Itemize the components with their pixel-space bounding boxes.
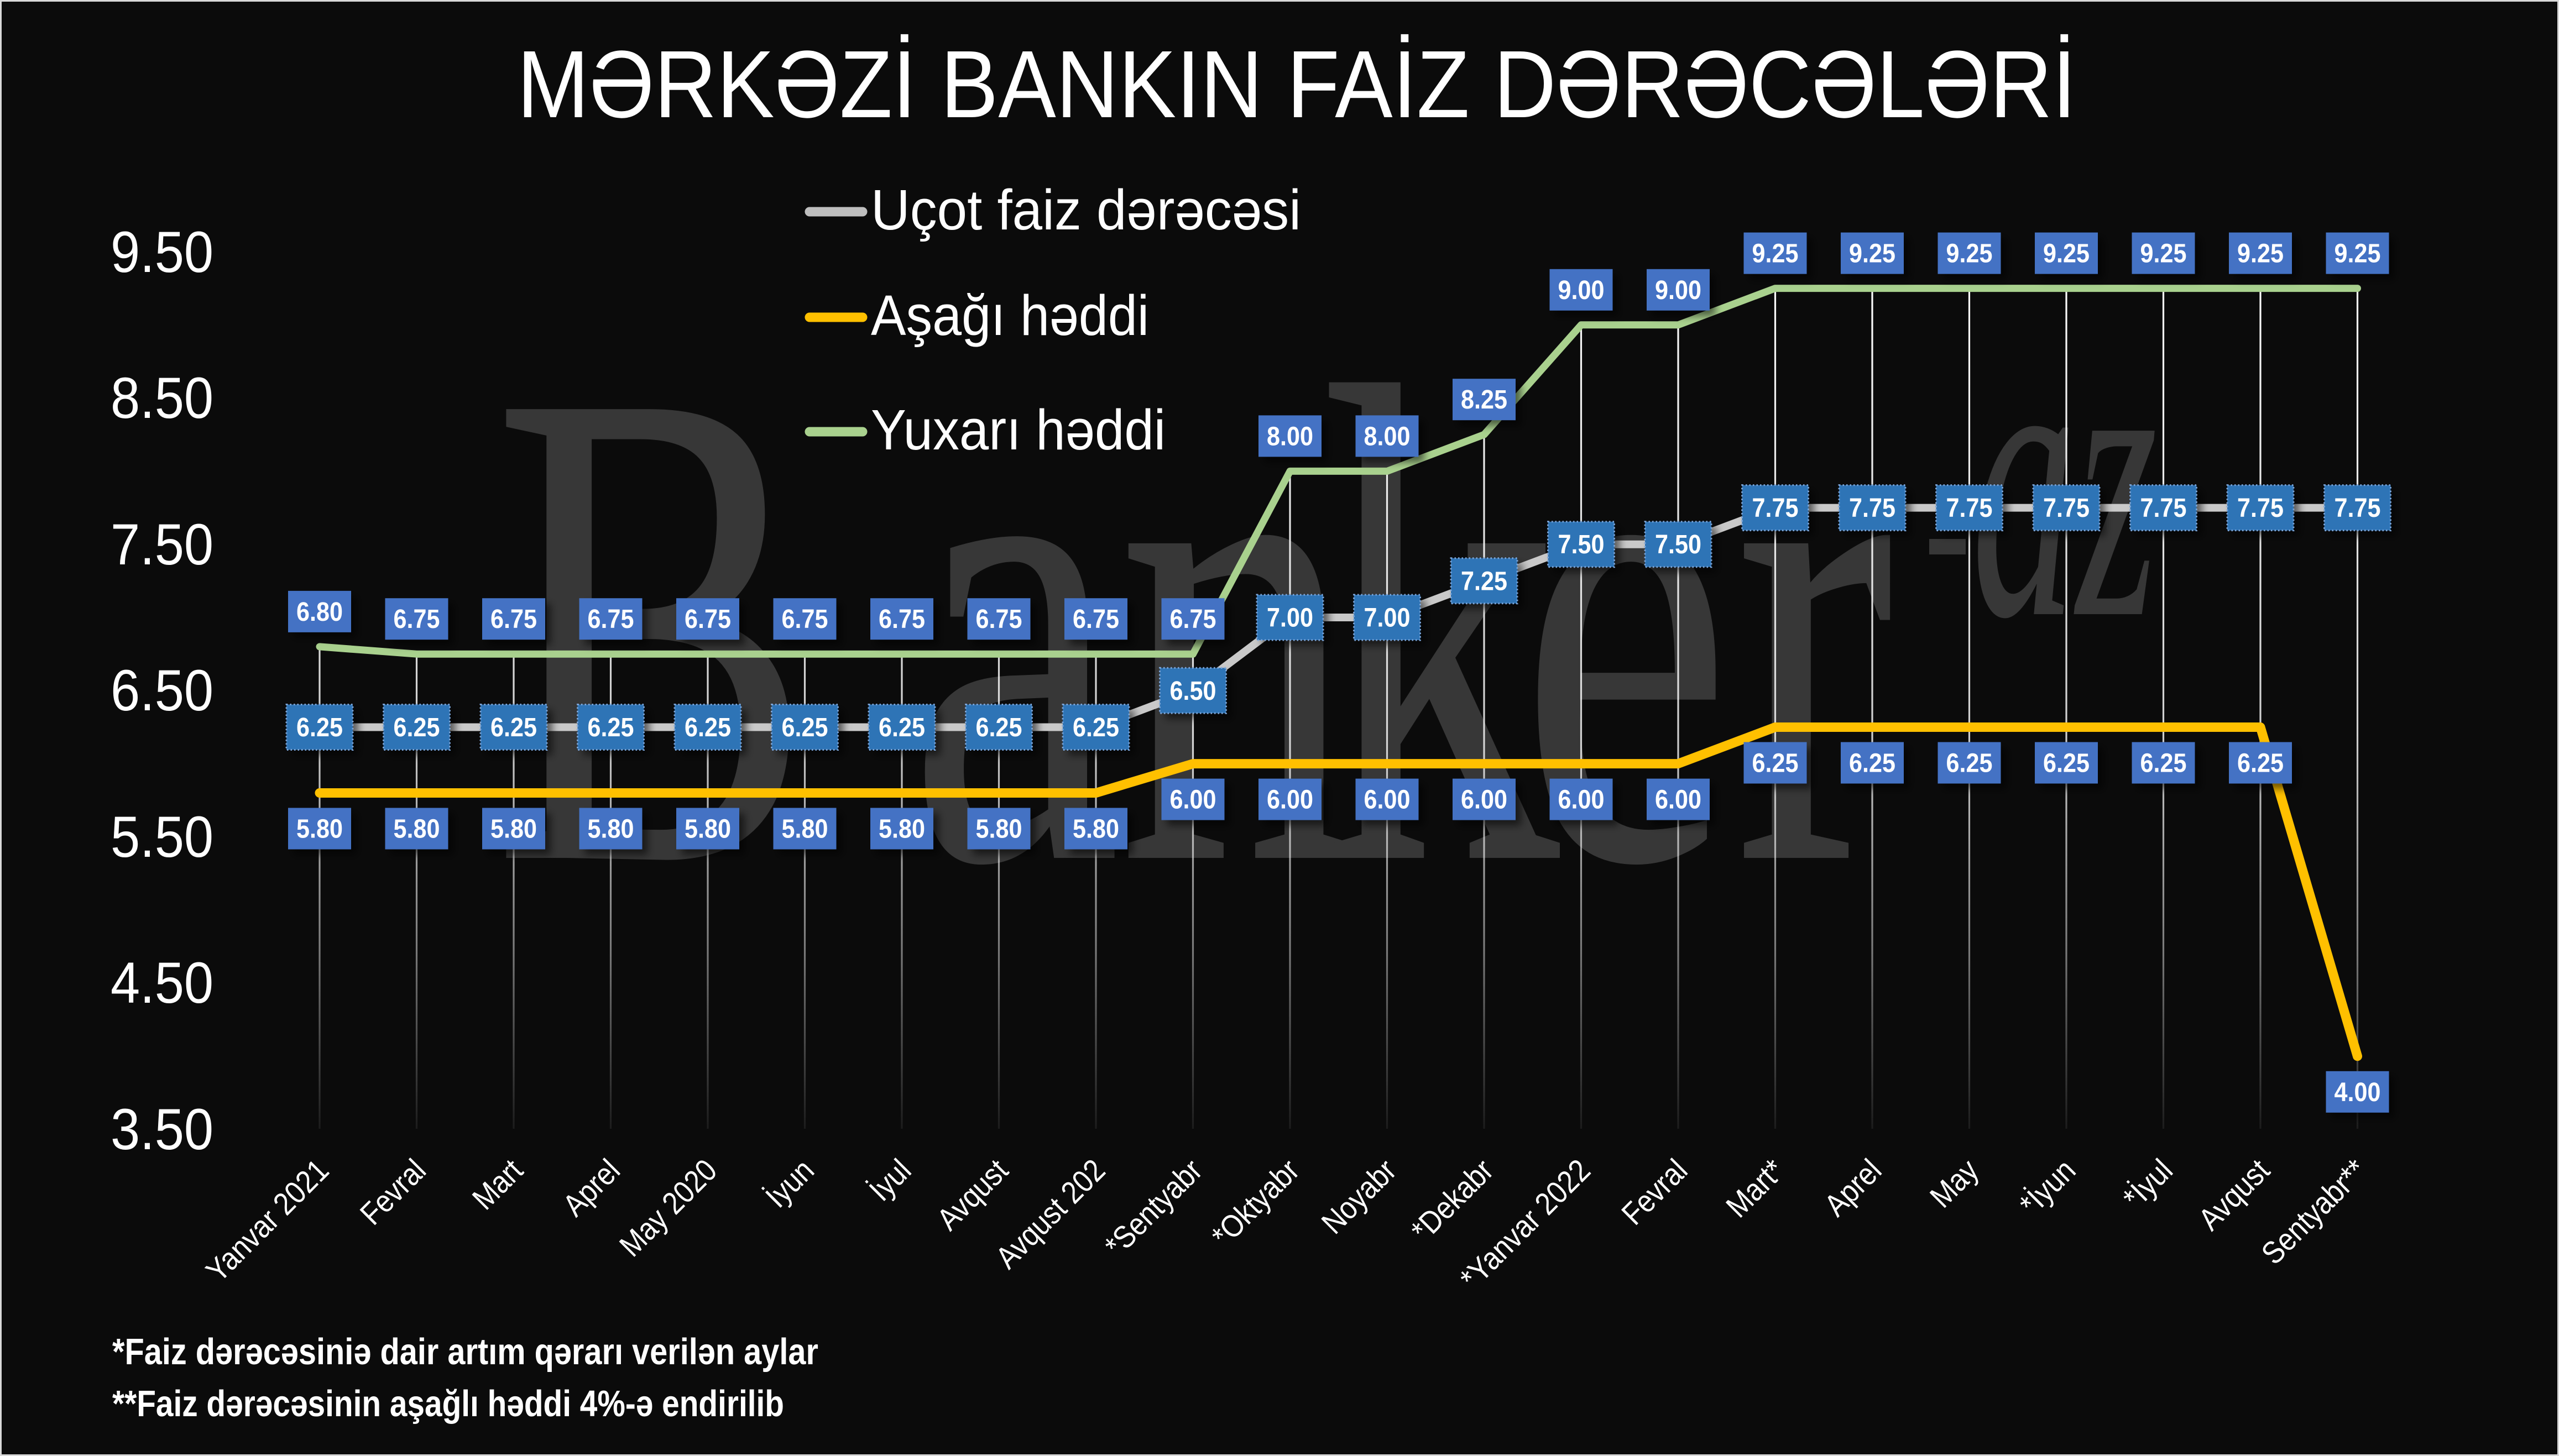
svg-text:4.00: 4.00: [2335, 1078, 2381, 1107]
svg-text:6.25: 6.25: [782, 713, 828, 742]
svg-text:6.00: 6.00: [1170, 785, 1216, 815]
svg-text:6.25: 6.25: [588, 713, 634, 742]
svg-text:6.75: 6.75: [976, 605, 1022, 634]
svg-text:6.75: 6.75: [1170, 605, 1216, 634]
svg-text:7.75: 7.75: [1752, 494, 1799, 523]
svg-text:*Faiz dərəcəsiniə dair artım q: *Faiz dərəcəsiniə dair artım qərarı veri…: [112, 1331, 818, 1373]
svg-text:6.00: 6.00: [1267, 785, 1313, 815]
svg-text:6.25: 6.25: [1946, 749, 1993, 778]
svg-text:7.75: 7.75: [2140, 494, 2187, 523]
svg-text:6.25: 6.25: [685, 713, 731, 742]
svg-text:6.00: 6.00: [1558, 785, 1605, 815]
svg-text:4.50: 4.50: [111, 951, 213, 1015]
svg-text:6.75: 6.75: [685, 605, 731, 634]
svg-text:7.75: 7.75: [2335, 494, 2381, 523]
svg-text:6.75: 6.75: [490, 605, 537, 634]
svg-text:9.25: 9.25: [1946, 239, 1993, 269]
svg-text:5.80: 5.80: [490, 815, 537, 844]
svg-text:7.50: 7.50: [1558, 530, 1605, 559]
svg-text:6.25: 6.25: [2140, 749, 2187, 778]
svg-text:6.75: 6.75: [1073, 605, 1119, 634]
svg-text:6.25: 6.25: [976, 713, 1022, 742]
svg-text:**Faiz dərəcəsinin aşağlı hədd: **Faiz dərəcəsinin aşağlı həddi 4%-ə end…: [112, 1383, 784, 1424]
svg-text:6.75: 6.75: [588, 605, 634, 634]
svg-text:6.25: 6.25: [1073, 713, 1119, 742]
svg-text:9.50: 9.50: [111, 220, 213, 285]
svg-text:8.50: 8.50: [111, 366, 213, 431]
svg-text:7.25: 7.25: [1461, 567, 1507, 596]
svg-text:3.50: 3.50: [111, 1097, 213, 1162]
svg-text:6.25: 6.25: [1849, 749, 1895, 778]
svg-text:8.00: 8.00: [1267, 422, 1313, 451]
svg-text:6.75: 6.75: [394, 605, 440, 634]
svg-text:8.25: 8.25: [1461, 385, 1507, 415]
svg-text:5.80: 5.80: [296, 815, 343, 844]
svg-text:9.25: 9.25: [2237, 239, 2284, 269]
svg-text:9.00: 9.00: [1655, 276, 1701, 305]
svg-text:6.25: 6.25: [296, 713, 343, 742]
svg-text:6.50: 6.50: [111, 658, 213, 723]
svg-text:6.75: 6.75: [879, 605, 925, 634]
svg-text:5.80: 5.80: [588, 815, 634, 844]
svg-text:6.00: 6.00: [1461, 785, 1507, 815]
svg-text:7.50: 7.50: [1655, 530, 1701, 559]
svg-text:5.80: 5.80: [879, 815, 925, 844]
svg-text:6.00: 6.00: [1655, 785, 1701, 815]
svg-text:5.50: 5.50: [111, 805, 213, 870]
svg-text:5.80: 5.80: [1073, 815, 1119, 844]
svg-text:6.25: 6.25: [394, 713, 440, 742]
svg-text:Yuxarı həddi: Yuxarı həddi: [871, 398, 1166, 462]
svg-text:5.80: 5.80: [685, 815, 731, 844]
svg-text:7.00: 7.00: [1364, 604, 1411, 633]
svg-text:6.80: 6.80: [296, 598, 343, 627]
svg-text:5.80: 5.80: [782, 815, 828, 844]
svg-text:MƏRKƏZİ BANKIN FAİZ DƏRƏCƏLƏRİ: MƏRKƏZİ BANKIN FAİZ DƏRƏCƏLƏRİ: [517, 30, 2076, 138]
svg-text:9.00: 9.00: [1558, 276, 1605, 305]
svg-text:Uçot faiz dərəcəsi: Uçot faiz dərəcəsi: [871, 178, 1301, 242]
svg-text:7.50: 7.50: [111, 512, 213, 577]
svg-text:6.25: 6.25: [879, 713, 925, 742]
svg-text:6.25: 6.25: [2043, 749, 2090, 778]
svg-text:9.25: 9.25: [1849, 239, 1895, 269]
svg-text:6.75: 6.75: [782, 605, 828, 634]
svg-text:5.80: 5.80: [976, 815, 1022, 844]
svg-text:9.25: 9.25: [2043, 239, 2090, 269]
svg-text:6.50: 6.50: [1170, 677, 1216, 706]
svg-text:7.75: 7.75: [1849, 494, 1895, 523]
svg-text:9.25: 9.25: [2335, 239, 2381, 269]
svg-text:6.25: 6.25: [1752, 749, 1799, 778]
svg-text:az: az: [1972, 258, 2158, 701]
svg-text:9.25: 9.25: [1752, 239, 1799, 269]
svg-text:7.00: 7.00: [1267, 604, 1313, 633]
svg-text:7.75: 7.75: [2237, 494, 2284, 523]
svg-text:6.25: 6.25: [490, 713, 537, 742]
svg-text:7.75: 7.75: [1946, 494, 1993, 523]
svg-text:6.25: 6.25: [2237, 749, 2284, 778]
svg-text:7.75: 7.75: [2043, 494, 2090, 523]
svg-text:6.00: 6.00: [1364, 785, 1411, 815]
svg-text:8.00: 8.00: [1364, 422, 1411, 451]
svg-text:Aşağı həddi: Aşağı həddi: [871, 284, 1149, 347]
svg-text:5.80: 5.80: [394, 815, 440, 844]
svg-text:9.25: 9.25: [2140, 239, 2187, 269]
